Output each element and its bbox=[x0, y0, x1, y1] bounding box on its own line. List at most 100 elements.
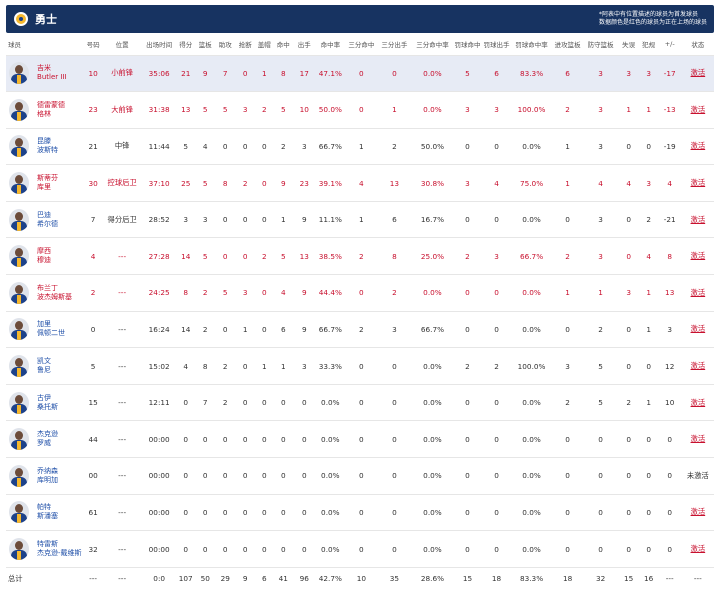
stat-cell: 5 bbox=[598, 398, 603, 408]
column-header: 出手 bbox=[297, 40, 311, 49]
player-row[interactable]: 巴迪 希尔德 7 得分后卫 28:52 3 3 0 0 0 1 9 11.1% 1 6 16.7% 0 0 0.0%… bbox=[6, 201, 714, 238]
stat-cell: 0 bbox=[202, 434, 208, 444]
player-avatar bbox=[9, 501, 29, 524]
player-name[interactable]: 布兰丁 波杰姆斯基 bbox=[37, 283, 73, 301]
stat-cell: 2 bbox=[465, 251, 470, 261]
player-row[interactable]: 昆滕 波斯特 21 中锋 11:44 5 4 0 0 0 2 3 66.7% 1 2 50.0% 0 0 0.0% 1… bbox=[6, 128, 714, 165]
stat-cell: 5 bbox=[465, 68, 470, 78]
player-status[interactable]: 激活 bbox=[690, 68, 706, 78]
player-status[interactable]: 激活 bbox=[690, 507, 706, 517]
player-row[interactable]: 帕特 斯潘塞 61 --- 00:00 0 0 0 0 0 0 0 0.0% 0 0 0.0% 0 0 0.0% 0 0… bbox=[6, 494, 714, 531]
player-row[interactable]: 布兰丁 波杰姆斯基 2 --- 24:25 8 2 5 3 0 4 9 44.4% 0 2 0.0% 0 0 0.0… bbox=[6, 274, 714, 312]
stat-cell: 5 bbox=[90, 361, 96, 371]
stat-cell: 0 bbox=[646, 544, 651, 554]
stat-cell: 32 bbox=[88, 544, 98, 554]
stat-cell: 1 bbox=[646, 324, 651, 334]
stat-cell: 0 bbox=[242, 251, 248, 261]
stat-cell: 28:52 bbox=[148, 215, 170, 225]
stat-cell: 31:38 bbox=[148, 105, 170, 115]
stat-cell: --- bbox=[118, 361, 127, 371]
player-name[interactable]: 杰克逊 罗威 bbox=[37, 430, 59, 448]
player-name[interactable]: 乔纳森 库明加 bbox=[37, 466, 59, 484]
player-name[interactable]: 吉米 Butler III bbox=[37, 64, 67, 82]
player-row[interactable]: 斯蒂芬 库里 30 控球后卫 37:10 25 5 8 2 0 9 23 39.1% 4 13 30.8% 3 4… bbox=[6, 164, 714, 202]
stat-cell: 0 bbox=[598, 544, 603, 554]
stat-cell: 66.7% bbox=[318, 324, 342, 334]
stat-cell: 0 bbox=[222, 434, 228, 444]
stat-cell: 5 bbox=[202, 105, 208, 115]
stat-cell: 0.0% bbox=[423, 288, 442, 298]
column-header: 失误 bbox=[622, 40, 636, 49]
player-status[interactable]: 激活 bbox=[690, 397, 706, 407]
stat-cell: 0 bbox=[359, 398, 364, 408]
stat-cell: 2 bbox=[494, 361, 499, 371]
stat-cell: 0 bbox=[465, 398, 470, 408]
player-row[interactable]: 加里 佩顿二世 0 --- 16:24 14 2 0 1 0 6 9 66.7% 2 3 66.7% 0 0 0.0… bbox=[6, 311, 714, 348]
stat-cell: 0 bbox=[465, 324, 470, 334]
player-row[interactable]: 特雷斯 杰克逊-戴维斯 32 --- 00:00 0 0 0 0 0 0 0 0.0% 0 0 0.0% 0 0 0… bbox=[6, 530, 714, 568]
team-logo-icon bbox=[14, 12, 28, 26]
stat-cell: 1 bbox=[626, 105, 631, 115]
player-row[interactable]: 杰克逊 罗威 44 --- 00:00 0 0 0 0 0 0 0 0.0% 0 0 0.0% 0 0 0.0% 0 0… bbox=[6, 420, 714, 458]
player-row[interactable]: 德雷蒙德 格林 23 大前锋 31:38 13 5 5 3 2 5 10 50.0% 0 1 0.0% 3 3 10… bbox=[6, 91, 714, 129]
stat-cell: 50.0% bbox=[420, 141, 445, 151]
player-row[interactable]: 乔纳森 库明加 00 --- 00:00 0 0 0 0 0 0 0 0.0% 0 0 0.0% 0 0 0.0% 0… bbox=[6, 457, 714, 495]
player-avatar-cell bbox=[6, 238, 36, 275]
stat-cell: 0 bbox=[222, 544, 228, 554]
player-status[interactable]: 激活 bbox=[690, 141, 706, 151]
player-row[interactable]: 摩西 穆迪 4 --- 27:28 14 5 0 0 2 5 13 38.5% 2 8 25.0% 2 3 66.7… bbox=[6, 237, 714, 275]
player-name[interactable]: 摩西 穆迪 bbox=[37, 247, 52, 265]
player-name[interactable]: 帕特 斯潘塞 bbox=[37, 503, 59, 521]
stat-cell: 0 bbox=[667, 471, 673, 481]
stat-cell: 0 bbox=[222, 324, 228, 334]
player-status[interactable]: 激活 bbox=[690, 178, 706, 188]
player-status[interactable]: 激活 bbox=[690, 434, 706, 444]
player-name[interactable]: 德雷蒙德 格林 bbox=[37, 100, 66, 118]
stat-cell: 7 bbox=[202, 398, 208, 408]
player-status[interactable]: 激活 bbox=[690, 361, 706, 371]
stat-cell: 0.0% bbox=[522, 288, 541, 298]
player-avatar-cell bbox=[6, 92, 36, 129]
stat-cell: 0 bbox=[183, 471, 189, 481]
player-row[interactable]: 吉米 Butler III 10 小前锋 35:06 21 9 7 0 1 8 17 47.1% 0 0 0.… bbox=[6, 55, 714, 92]
player-name[interactable]: 凯文 鲁尼 bbox=[37, 357, 52, 375]
total-cell: 83.3% bbox=[519, 574, 544, 584]
stat-cell: 11:44 bbox=[148, 141, 170, 151]
player-name[interactable]: 古伊 桑托斯 bbox=[37, 393, 59, 411]
stat-cell: 3 bbox=[301, 141, 307, 151]
player-status[interactable]: 激活 bbox=[690, 251, 706, 261]
stat-cell: 4 bbox=[359, 178, 364, 188]
player-status[interactable]: 激活 bbox=[690, 324, 706, 334]
stat-cell: 0 bbox=[598, 507, 603, 517]
column-header: +/- bbox=[664, 39, 675, 48]
player-status[interactable]: 激活 bbox=[690, 544, 706, 554]
player-row[interactable]: 凯文 鲁尼 5 --- 15:02 4 8 2 0 1 1 3 33.3% 0 0 0.0% 2 2 100.0% 3… bbox=[6, 347, 714, 385]
player-status[interactable]: 激活 bbox=[690, 104, 706, 114]
stat-cell: 3 bbox=[667, 324, 673, 334]
stat-cell: 1 bbox=[646, 105, 651, 115]
stat-cell: 5 bbox=[222, 105, 228, 115]
total-cell: 96 bbox=[299, 574, 309, 584]
stat-cell: 0 bbox=[465, 215, 470, 225]
stat-cell: 0 bbox=[261, 178, 267, 188]
totals-label: 总计 bbox=[8, 573, 23, 583]
stat-cell: 0.0% bbox=[423, 361, 442, 371]
stat-cell: -17 bbox=[663, 68, 676, 78]
stat-cell: 8 bbox=[280, 68, 286, 78]
stat-cell: 0 bbox=[646, 434, 651, 444]
table-header-row: 球员 号码 位置 出场时间 得分 篮板 助攻 抢断 盖帽 命中 出手 命中率 三分命中 三分出手 三分命中率… bbox=[6, 33, 714, 55]
player-name[interactable]: 斯蒂芬 库里 bbox=[37, 174, 59, 192]
player-status[interactable]: 激活 bbox=[690, 214, 706, 224]
stat-cell: 0 bbox=[222, 215, 228, 225]
player-name[interactable]: 巴迪 希尔德 bbox=[37, 210, 59, 228]
player-name[interactable]: 特雷斯 杰克逊-戴维斯 bbox=[37, 540, 82, 558]
stat-cell: 0 bbox=[565, 215, 570, 225]
player-name[interactable]: 昆滕 波斯特 bbox=[37, 137, 59, 155]
stat-cell: 6 bbox=[565, 68, 570, 78]
player-row[interactable]: 古伊 桑托斯 15 --- 12:11 0 7 2 0 0 0 0 0.0% 0 0 0.0% 0 0 0.0% 2 5… bbox=[6, 384, 714, 421]
stat-cell: 5 bbox=[280, 251, 286, 261]
player-status[interactable]: 激活 bbox=[690, 287, 706, 297]
player-name[interactable]: 加里 佩顿二世 bbox=[37, 320, 66, 338]
stat-cell: 6 bbox=[392, 215, 397, 225]
